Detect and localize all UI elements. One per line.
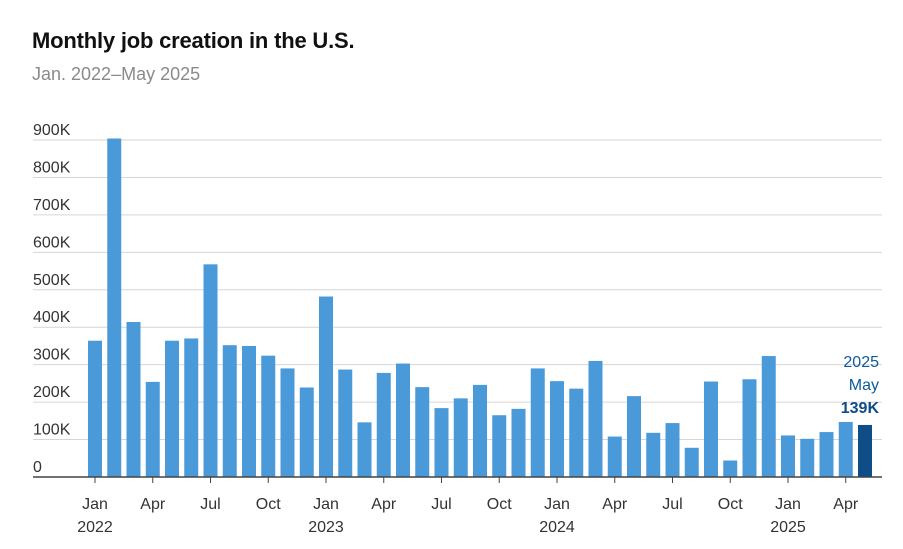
bar-highlighted [858,424,872,477]
bar [396,363,410,477]
bar [319,296,333,477]
x-tick-label-month: Oct [256,496,281,513]
bar [473,384,487,477]
y-tick-label: 400K [33,309,71,326]
bar [665,423,680,477]
y-tick-label: 900K [33,122,71,139]
bar [453,398,468,477]
bar [165,340,179,477]
bar [684,447,699,477]
y-tick-label: 300K [33,347,71,364]
y-tick-label: 500K [33,272,71,289]
bar [434,408,449,477]
x-tick-label-month: Jan [82,496,108,513]
bar [145,381,160,477]
annotation-value: 139K [841,400,880,417]
chart-title: Monthly job creation in the U.S. [32,28,355,53]
annotation-month: May [849,377,879,394]
x-tick-label-year: 2024 [539,519,575,536]
y-tick-label: 0 [33,459,42,476]
y-tick-label: 100K [33,422,71,439]
chart-subtitle: Jan. 2022–May 2025 [32,64,201,84]
bar [588,360,603,477]
bar [723,460,738,477]
bar [376,372,391,477]
x-tick-label-year: 2023 [308,519,344,536]
x-tick-label-month: Jan [544,496,570,513]
bar [280,368,295,477]
annotation-year: 2025 [843,354,879,371]
bar [88,340,102,477]
tick-labels: 0 100K 200K 300K 400K 500K 600K 700K 800K 900K Jan… [33,122,859,536]
x-tick-label-month: Jul [431,496,451,513]
bar [838,421,853,477]
x-tick-label-month: Apr [371,496,397,513]
bar [338,369,353,477]
x-tick-label-month: Jul [662,496,682,513]
bar [203,264,218,477]
bar [607,436,622,477]
bar [415,387,430,477]
x-tick-label-month: Apr [140,496,166,513]
bar [646,432,661,477]
bar [800,438,815,477]
bar [819,432,834,477]
x-tick-label-year: 2022 [77,519,113,536]
bar [492,415,507,477]
bar [627,396,641,477]
x-tick-label-year: 2025 [770,519,806,536]
bar [242,345,256,477]
bar [761,356,776,477]
y-tick-label: 600K [33,234,71,251]
bar [742,379,757,477]
latest-value-annotation: 2025 May 139K [841,354,880,417]
x-tick-label-month: Apr [602,496,628,513]
bar [511,408,526,477]
x-tick-label-month: Oct [718,496,743,513]
x-axis [33,476,882,483]
x-tick-label-month: Jan [775,496,801,513]
bar [530,368,545,477]
y-tick-label: 200K [33,384,71,401]
x-tick-label-month: Apr [833,496,859,513]
bar [222,345,237,477]
bar [781,435,795,477]
bar [550,381,564,477]
y-tick-label: 700K [33,197,71,214]
x-tick-label-month: Jul [200,496,220,513]
bar [299,387,314,477]
bar [261,355,276,477]
x-tick-label-month: Jan [313,496,339,513]
bar [569,388,584,477]
bar [184,338,199,477]
bar [704,381,718,477]
bar [126,321,141,477]
x-tick-label-month: Oct [487,496,512,513]
bar [107,138,122,477]
bars [88,138,872,477]
y-tick-label: 800K [33,159,71,176]
bar [357,422,372,477]
